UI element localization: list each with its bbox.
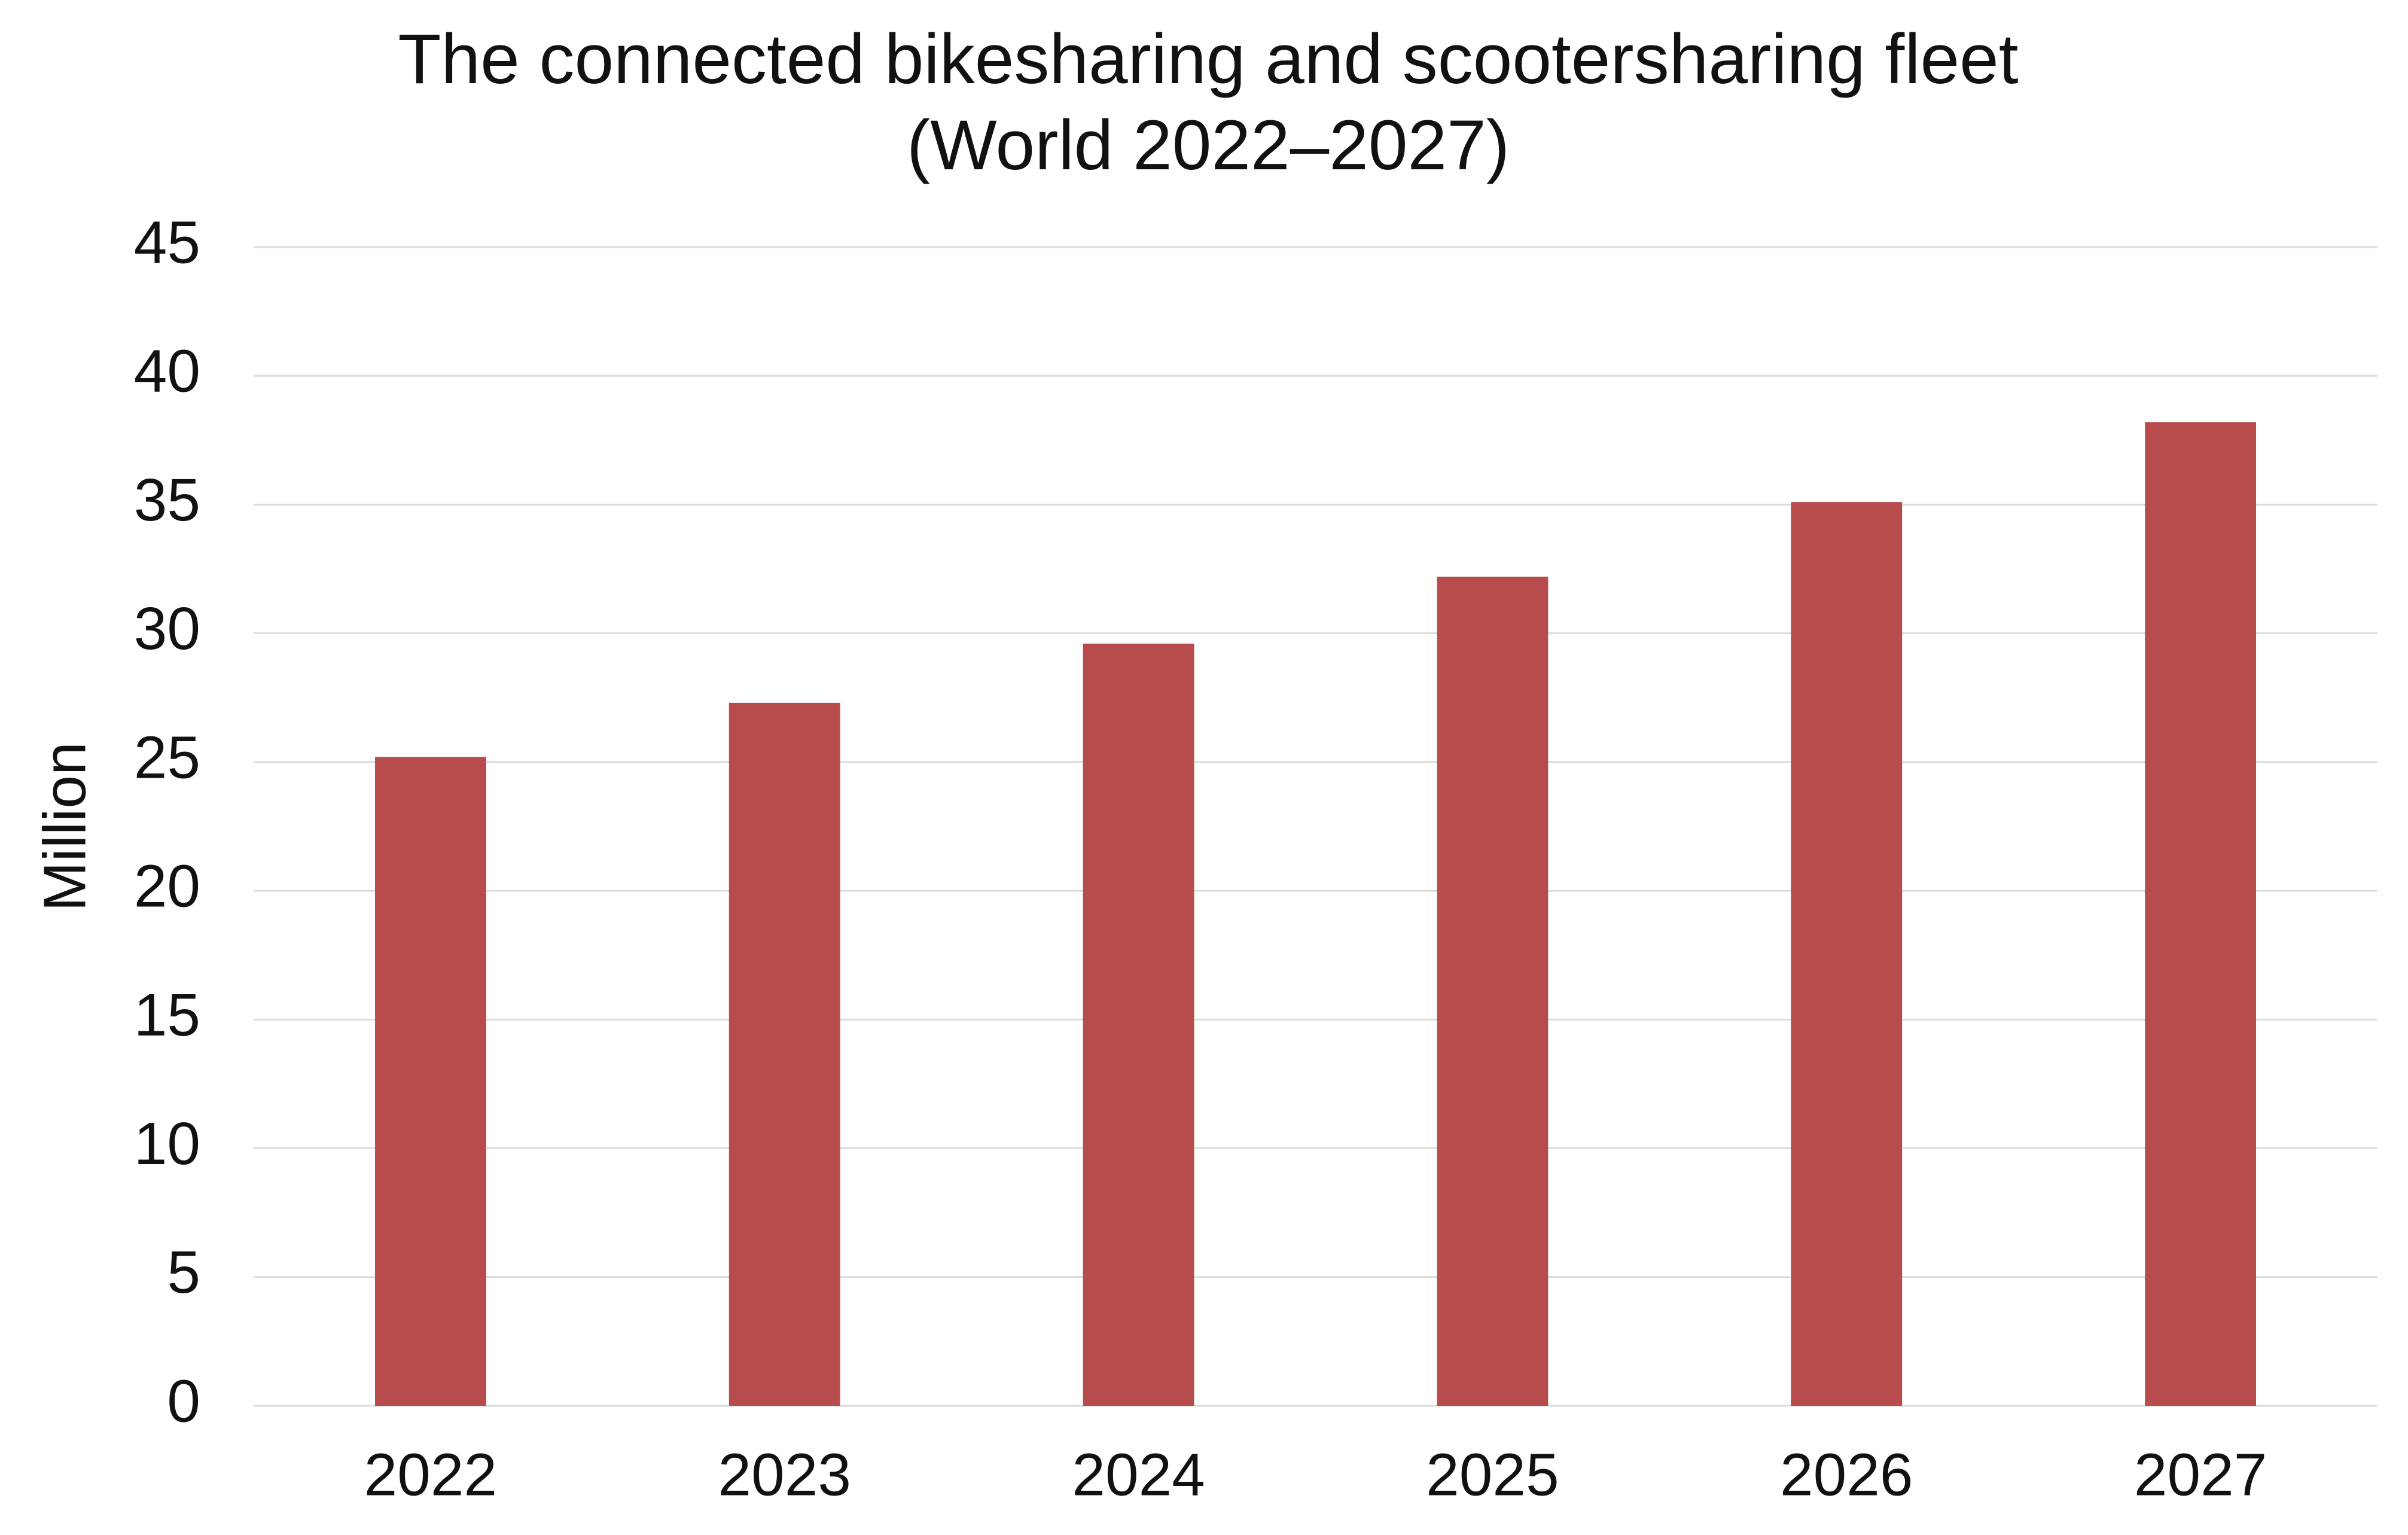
bar [729, 702, 840, 1406]
y-tick-label: 10 [134, 1110, 200, 1177]
y-tick-label: 40 [134, 338, 200, 405]
bar [1791, 502, 1903, 1406]
y-tick-label: 15 [134, 982, 200, 1049]
bar [1437, 576, 1549, 1406]
y-tick-label: 5 [167, 1239, 200, 1306]
chart-title: (World 2022–2027) [907, 106, 1510, 185]
x-tick-label: 2024 [1072, 1441, 1205, 1508]
y-tick-label: 25 [134, 724, 200, 791]
y-tick-label: 45 [134, 209, 200, 276]
chart-title: The connected bikesharing and scootersha… [398, 20, 2018, 99]
x-tick-label: 2023 [718, 1441, 851, 1508]
x-tick-label: 2026 [1780, 1441, 1913, 1508]
bar [374, 757, 486, 1406]
y-tick-label: 0 [167, 1368, 200, 1435]
y-axis-label: Million [31, 742, 98, 911]
y-tick-label: 35 [134, 467, 200, 534]
x-tick-label: 2025 [1426, 1441, 1559, 1508]
bar [1083, 643, 1194, 1406]
bar [2145, 422, 2257, 1406]
y-tick-label: 20 [134, 853, 200, 920]
x-tick-label: 2022 [364, 1441, 497, 1508]
y-tick-label: 30 [134, 595, 200, 662]
x-tick-label: 2027 [2134, 1441, 2267, 1508]
